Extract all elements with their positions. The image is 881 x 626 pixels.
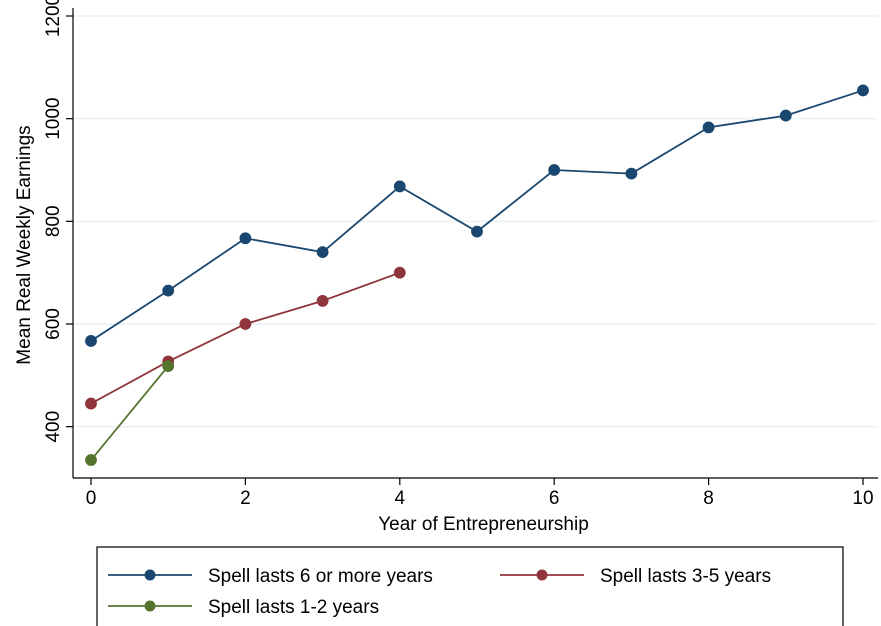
y-axis-title: Mean Real Weekly Earnings	[14, 125, 35, 364]
legend-swatch-marker	[536, 569, 548, 581]
series-3	[85, 360, 175, 466]
data-point	[779, 109, 792, 122]
data-point	[239, 232, 252, 245]
x-tick-label: 6	[549, 488, 560, 509]
data-point	[702, 121, 715, 134]
x-axis-ticks: 0 2 4 6 8 10	[86, 478, 874, 509]
series-layer	[85, 84, 869, 466]
y-tick-label: 800	[43, 205, 64, 237]
data-point	[471, 225, 483, 238]
y-axis-ticks: 400 600 800 1000 1200	[43, 0, 73, 443]
legend-item: Spell lasts 6 or more years	[108, 566, 433, 587]
legend-box	[96, 546, 844, 626]
data-point	[162, 360, 175, 372]
data-point	[316, 246, 329, 259]
data-point	[85, 335, 97, 347]
legend-item: Spell lasts 3-5 years	[500, 566, 771, 587]
x-tick-label: 10	[852, 488, 873, 509]
legend-label: Spell lasts 6 or more years	[208, 566, 433, 587]
legend-label: Spell lasts 3-5 years	[600, 566, 771, 587]
data-point	[85, 454, 97, 466]
legend-label: Spell lasts 1-2 years	[208, 597, 379, 618]
series-1	[85, 84, 869, 347]
x-axis-title: Year of Entrepreneurship	[378, 514, 589, 535]
series-line	[90, 365, 169, 461]
data-point	[239, 318, 252, 330]
data-point	[162, 284, 175, 297]
data-point	[625, 167, 638, 180]
data-point	[393, 180, 406, 193]
y-tick-label: 1000	[43, 98, 64, 140]
x-tick-label: 2	[240, 488, 251, 509]
legend-swatch-marker	[144, 600, 156, 612]
y-tick-label: 600	[43, 308, 64, 340]
x-tick-label: 0	[86, 488, 97, 509]
x-tick-label: 4	[395, 488, 406, 509]
legend: Spell lasts 6 or more years Spell lasts 3…	[96, 546, 844, 626]
y-tick-label: 1200	[43, 0, 64, 37]
y-tick-label: 400	[43, 411, 64, 443]
data-point	[393, 266, 406, 279]
legend-item: Spell lasts 1-2 years	[108, 597, 379, 618]
data-point	[85, 397, 97, 410]
data-point	[316, 294, 329, 307]
data-point	[857, 84, 869, 97]
gridlines	[73, 15, 878, 428]
legend-swatch-marker	[144, 569, 156, 581]
x-tick-label: 8	[703, 488, 714, 509]
series-2	[85, 266, 406, 410]
data-point	[548, 164, 561, 176]
